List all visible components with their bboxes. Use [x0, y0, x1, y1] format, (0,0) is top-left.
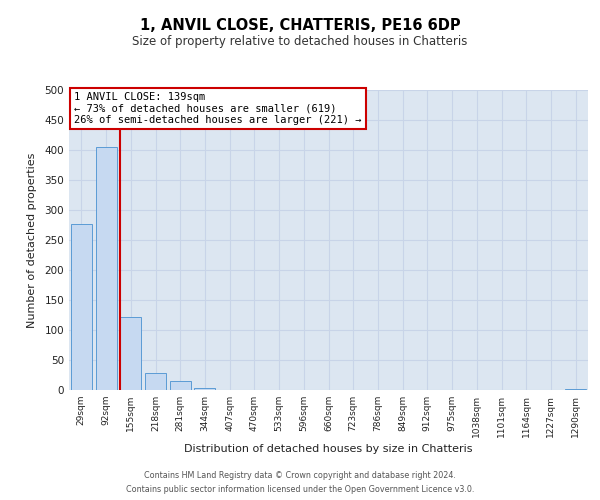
- Text: 1 ANVIL CLOSE: 139sqm
← 73% of detached houses are smaller (619)
26% of semi-det: 1 ANVIL CLOSE: 139sqm ← 73% of detached …: [74, 92, 361, 125]
- Text: Size of property relative to detached houses in Chatteris: Size of property relative to detached ho…: [133, 35, 467, 48]
- Bar: [565, 389, 586, 390]
- Bar: [95, 147, 116, 390]
- Bar: [145, 372, 166, 390]
- Bar: [170, 381, 191, 390]
- Bar: [71, 224, 92, 390]
- Bar: [194, 388, 215, 390]
- Bar: [120, 317, 141, 390]
- Y-axis label: Number of detached properties: Number of detached properties: [28, 152, 37, 328]
- X-axis label: Distribution of detached houses by size in Chatteris: Distribution of detached houses by size …: [184, 444, 473, 454]
- Text: 1, ANVIL CLOSE, CHATTERIS, PE16 6DP: 1, ANVIL CLOSE, CHATTERIS, PE16 6DP: [140, 18, 460, 32]
- Text: Contains HM Land Registry data © Crown copyright and database right 2024.
Contai: Contains HM Land Registry data © Crown c…: [126, 472, 474, 494]
